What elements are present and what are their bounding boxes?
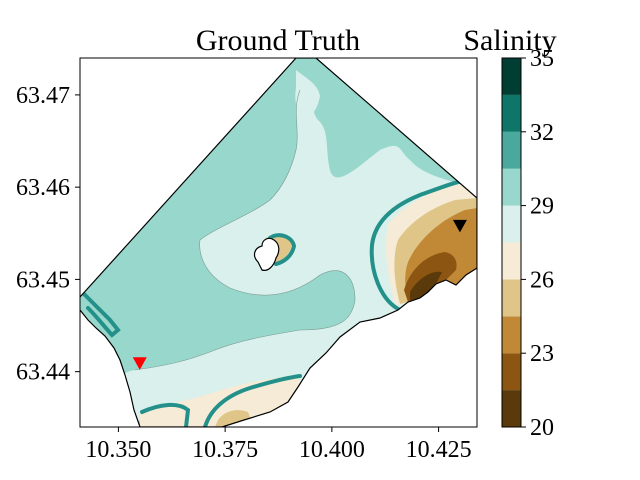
x-tick-label: 10.375	[192, 437, 258, 463]
highlight-contour-west	[82, 292, 121, 338]
highlight-contour-island	[268, 233, 297, 266]
plot-area	[80, 58, 477, 427]
colorbar-tick-label: 29	[530, 194, 554, 220]
x-axis: 10.350 10.375 10.400 10.425	[85, 427, 472, 463]
colorbar-segment	[502, 205, 521, 243]
colorbar: 20 23 26 29 32 35	[501, 46, 554, 441]
island	[253, 237, 280, 271]
highlight-contour-south-2	[203, 374, 302, 427]
colorbar-tick-label: 26	[530, 267, 554, 293]
red-marker	[132, 357, 147, 370]
highlight-contour-south-1	[140, 403, 191, 427]
colorbar-tick-label: 20	[530, 415, 554, 441]
black-marker	[452, 219, 467, 233]
field-level-27-5-north	[295, 70, 320, 120]
highlight-contours	[82, 176, 477, 427]
colorbar-segment	[502, 131, 521, 169]
colorbar-segment	[502, 353, 521, 391]
thin-contours	[134, 89, 356, 371]
y-tick-label: 63.44	[16, 360, 70, 386]
y-tick-label: 63.47	[16, 83, 70, 109]
y-axis: 63.44 63.45 63.46 63.47	[16, 83, 80, 386]
field-level-27-5-center	[118, 90, 477, 427]
colorbar-segment	[502, 390, 521, 427]
colorbar-segment	[502, 279, 521, 317]
field-level-20-east	[410, 271, 442, 300]
domain-outline	[80, 58, 477, 427]
colorbar-label: Salinity	[463, 24, 556, 57]
x-tick-label: 10.350	[85, 437, 151, 463]
colorbar-segment	[502, 316, 521, 354]
colorbar-tick-label: 32	[530, 120, 554, 146]
colorbar-segment	[502, 168, 521, 206]
highlight-contour-east	[369, 176, 477, 312]
y-tick-label: 63.45	[16, 267, 70, 293]
axes-frame	[79, 57, 478, 428]
colorbar-frame	[501, 57, 522, 428]
markers	[132, 219, 467, 370]
colorbar-segment	[502, 242, 521, 280]
colorbar-segment	[502, 58, 521, 95]
colorbar-tick-label: 35	[530, 46, 554, 72]
colorbar-tick-label: 23	[530, 341, 554, 367]
colorbar-segment	[502, 94, 521, 132]
y-tick-label: 63.46	[16, 175, 70, 201]
chart-title: Ground Truth	[196, 24, 360, 57]
x-tick-label: 10.425	[406, 437, 472, 463]
x-tick-label: 10.400	[299, 437, 365, 463]
